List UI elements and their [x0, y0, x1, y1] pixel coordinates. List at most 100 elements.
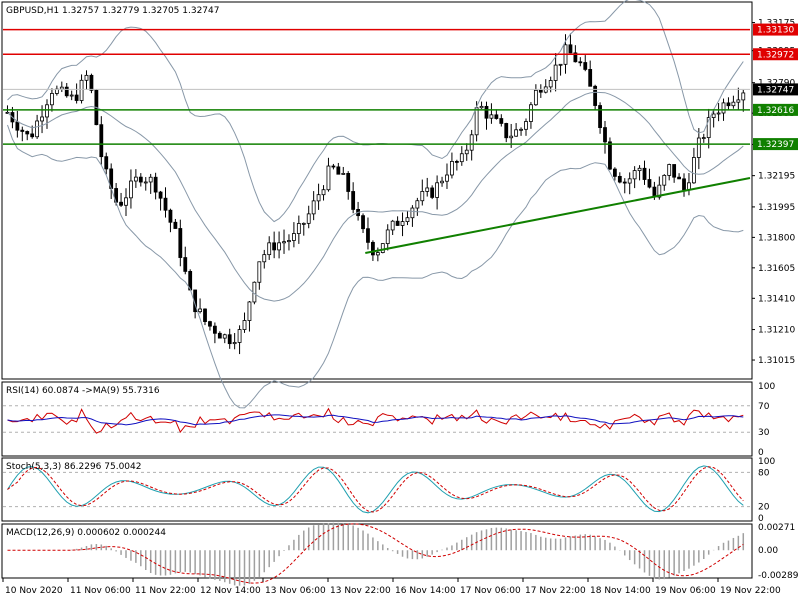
candle-body [277, 242, 281, 251]
stoch-panel-frame [1, 457, 753, 522]
price-level-label: 1.32616 [757, 106, 794, 116]
time-tick-label: 11 Nov 06:00 [70, 586, 131, 596]
stoch-main-line [7, 465, 744, 514]
candle-body [198, 308, 202, 313]
price-level-tag [753, 138, 798, 151]
candle-body [178, 228, 183, 258]
rsi-panel[interactable] [3, 405, 750, 434]
candle-body [533, 89, 538, 106]
current-price-label: 1.32747 [757, 85, 794, 95]
candle-body [405, 217, 410, 222]
candle-body [627, 178, 632, 184]
candle-body [296, 223, 301, 234]
price-tick-label: 1.31210 [758, 326, 795, 336]
candle-body [425, 187, 430, 192]
price-level-tag [753, 48, 798, 61]
price-level-tag [753, 23, 798, 36]
rsi-ma-line [7, 414, 744, 426]
candle-body [69, 94, 74, 97]
price-panel-frame [1, 1, 753, 380]
candle-body [568, 44, 573, 54]
candle-body [306, 213, 311, 224]
macd-signal-line [7, 523, 744, 584]
candle-body [454, 161, 459, 163]
price-level-tag [753, 103, 798, 116]
candle-body [657, 184, 662, 198]
candle-body [203, 308, 207, 322]
macd-tick-label: 0.00271 [758, 523, 795, 533]
candle-body [667, 164, 672, 176]
candle-body [316, 194, 321, 202]
rsi-header: RSI(14) 60.0874 ->MA(9) 55.7316 [6, 386, 160, 396]
candle-body [410, 207, 415, 219]
stoch-header: Stoch(5,3,3) 86.2296 75.0042 [6, 462, 141, 472]
candle-body [153, 176, 158, 193]
candle-body [514, 129, 519, 137]
candle-body [232, 342, 237, 345]
candle-body [608, 141, 612, 170]
price-level-label: 1.32972 [757, 50, 794, 60]
time-tick-label: 13 Nov 06:00 [265, 586, 326, 596]
candle-body [637, 167, 642, 172]
candle-body [420, 191, 425, 202]
candle-body [257, 261, 262, 283]
candle-body [538, 89, 543, 93]
candle-body [124, 197, 128, 206]
candle-body [380, 243, 385, 253]
candle-body [622, 181, 627, 184]
candle-body [321, 189, 326, 196]
candle-body [691, 157, 696, 184]
candle-body [583, 62, 588, 70]
price-tick-label: 1.31605 [758, 264, 795, 274]
candle-body [119, 201, 123, 206]
candle-body [64, 86, 69, 97]
candle-body [366, 228, 370, 243]
candle-body [301, 222, 306, 225]
candle-body [30, 133, 35, 138]
rsi-line [7, 407, 744, 434]
candle-body [247, 301, 252, 321]
candle-body [351, 191, 356, 210]
candle-body [603, 127, 607, 143]
candle-body [459, 153, 464, 163]
candle-body [445, 174, 449, 182]
candle-body [617, 175, 622, 183]
candle-body [489, 114, 494, 119]
stoch-panel[interactable] [3, 465, 750, 514]
rsi-tick-label: 70 [758, 402, 770, 412]
price-tick-label: 1.31410 [758, 294, 795, 304]
candle-body [598, 105, 602, 128]
macd-panel[interactable] [7, 522, 745, 586]
price-tick-label: 1.32195 [758, 172, 795, 182]
candle-body [711, 113, 716, 118]
candle-body [593, 85, 598, 106]
candle-body [524, 121, 528, 130]
time-tick-label: 13 Nov 22:00 [330, 586, 391, 596]
candle-body [588, 69, 593, 87]
candle-body [40, 116, 44, 122]
candle-body [183, 257, 188, 272]
candle-body [222, 334, 227, 339]
candle-body [143, 181, 148, 184]
candle-body [469, 134, 474, 151]
candle-body [578, 61, 583, 64]
candle-body [450, 161, 454, 176]
candle-body [84, 74, 89, 81]
price-tick-label: 1.31800 [758, 233, 795, 243]
price-panel[interactable] [3, 0, 751, 409]
symbol-header: GBPUSD,H1 1.32757 1.32779 1.32705 1.3274… [6, 6, 219, 16]
candle-body [361, 215, 365, 230]
time-tick-label: 12 Nov 14:00 [200, 586, 261, 596]
candle-body [696, 137, 701, 158]
candle-body [267, 242, 272, 256]
price-level-label: 1.32397 [757, 140, 794, 150]
candle-body [50, 93, 54, 106]
rsi-tick-label: 100 [758, 382, 775, 392]
candle-body [326, 165, 331, 191]
candle-body [208, 321, 212, 327]
candle-body [721, 102, 726, 114]
candle-body [612, 168, 617, 177]
candle-body [89, 74, 94, 91]
